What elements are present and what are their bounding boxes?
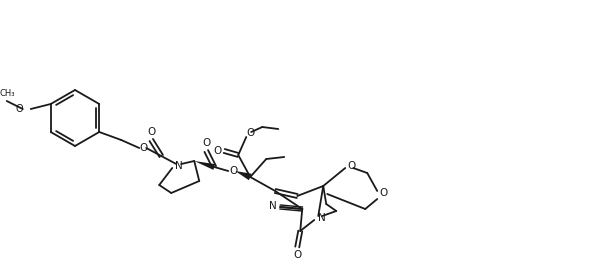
Text: O: O xyxy=(15,104,23,114)
Text: O: O xyxy=(213,146,222,156)
Text: O: O xyxy=(202,138,210,148)
Text: O: O xyxy=(139,143,147,153)
Text: N: N xyxy=(269,201,277,211)
Text: O: O xyxy=(293,250,301,260)
Text: N: N xyxy=(318,213,326,223)
Text: O: O xyxy=(379,188,387,198)
Polygon shape xyxy=(194,161,215,170)
Text: O: O xyxy=(347,161,355,171)
Text: N: N xyxy=(175,161,183,171)
Text: O: O xyxy=(147,127,155,137)
Polygon shape xyxy=(235,171,251,180)
Text: O: O xyxy=(246,128,254,138)
Text: CH₃: CH₃ xyxy=(0,90,14,99)
Text: O: O xyxy=(229,166,237,176)
